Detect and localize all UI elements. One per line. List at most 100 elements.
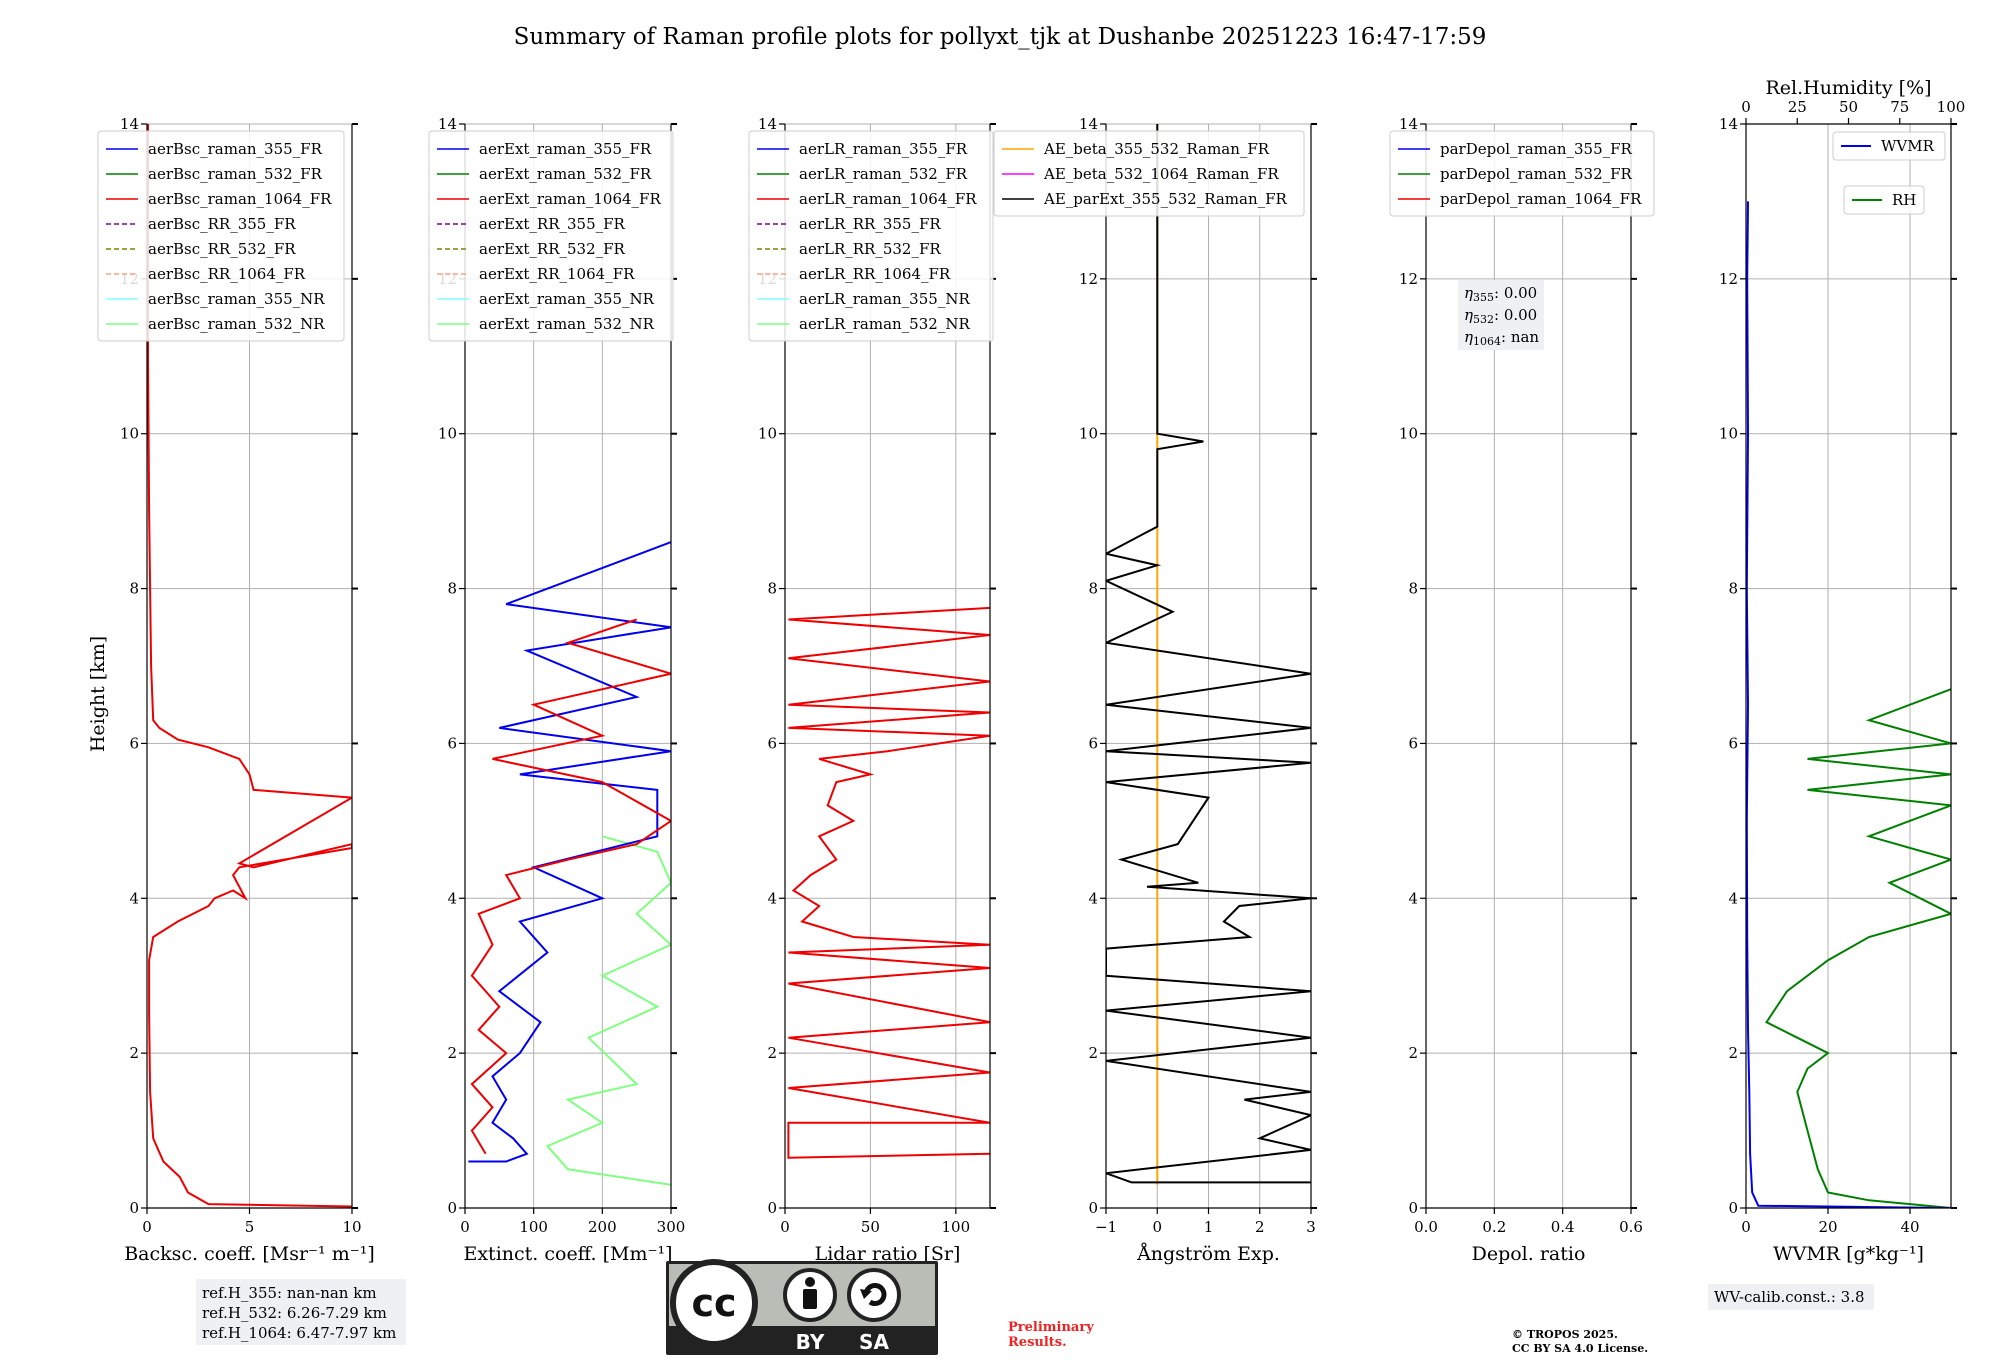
legend-label[interactable]: aerExt_RR_1064_FR (479, 265, 635, 283)
legend-label[interactable]: aerBsc_raman_532_NR (148, 315, 325, 333)
wv-calib-box: WV-calib.const.: 3.8 (1708, 1284, 1874, 1310)
y-tick-label: 2 (129, 1044, 139, 1062)
x-tick-label: 5 (245, 1218, 255, 1236)
legend-label[interactable]: parDepol_raman_532_FR (1440, 165, 1633, 183)
top-axis-label: Rel.Humidity [%] (1765, 77, 1931, 99)
panel-wv: 0 20 40 0 2 4 6 8 10 12 14 WVMR [g*kg⁻¹] 0 25 50 75 100 R… (1719, 77, 1965, 1265)
x-tick-label: 0 (460, 1218, 470, 1236)
legend-label[interactable]: aerLR_raman_355_NR (799, 290, 970, 308)
x-axis-label: Ångström Exp. (1136, 1243, 1280, 1265)
x-tick-label: 100 (942, 1218, 971, 1236)
x-tick-label: 0.4 (1551, 1218, 1575, 1236)
y-tick-label: 4 (767, 889, 777, 907)
y-tick-label: 14 (1719, 115, 1738, 133)
figure-title: Summary of Raman profile plots for polly… (514, 24, 1487, 50)
ref-height-355: ref.H_355: nan-nan km (202, 1284, 377, 1302)
y-tick-label: 4 (1408, 889, 1418, 907)
y-tick-label: 6 (1408, 734, 1418, 752)
legend-label[interactable]: aerBsc_RR_355_FR (148, 215, 296, 233)
legend-label[interactable]: aerBsc_raman_1064_FR (148, 190, 332, 208)
eta-value: 0.00 (1504, 306, 1537, 324)
top-tick-label: 75 (1890, 98, 1909, 116)
legend-box (748, 130, 994, 342)
legend-label[interactable]: aerBsc_raman_532_FR (148, 165, 323, 183)
x-tick-label: 200 (588, 1218, 617, 1236)
by-person-head (805, 1277, 815, 1287)
wv-calib-text: WV-calib.const.: 3.8 (1714, 1288, 1865, 1306)
y-tick-label: 6 (447, 734, 457, 752)
legend-label[interactable]: AE_parExt_355_532_Raman_FR (1043, 190, 1288, 208)
ref-height-532: ref.H_532: 6.26-7.29 km (202, 1304, 387, 1322)
eta-symbol: η (1464, 284, 1473, 302)
x-axis-label: Depol. ratio (1472, 1243, 1586, 1265)
y-tick-label: 12 (1079, 270, 1098, 288)
panel-ext: 010020030002468101214Extinct. coeff. [Mm… (428, 115, 685, 1265)
legend-label[interactable]: aerBsc_raman_355_NR (148, 290, 325, 308)
y-tick-label: 14 (1079, 115, 1098, 133)
x-tick-label: 40 (1900, 1218, 1919, 1236)
legend-label[interactable]: WVMR (1881, 137, 1935, 155)
legend-label[interactable]: AE_beta_532_1064_Raman_FR (1043, 165, 1279, 183)
y-tick-label: 12 (1399, 270, 1418, 288)
legend-box (428, 130, 674, 342)
x-axis-label: WVMR [g*kg⁻¹] (1773, 1243, 1924, 1265)
legend-box (1389, 130, 1655, 217)
eta-subscript: 355 (1473, 291, 1494, 304)
legend-label[interactable]: aerExt_raman_532_NR (479, 315, 655, 333)
legend-label[interactable]: aerExt_raman_355_FR (479, 140, 652, 158)
legend-label[interactable]: aerLR_raman_1064_FR (799, 190, 977, 208)
x-tick-label: 1 (1204, 1218, 1214, 1236)
legend-label[interactable]: aerBsc_raman_355_FR (148, 140, 323, 158)
panel-depol: 0.0 0.2 0.4 0.6 0 2 4 6 8 10 12 14 Depol. ratio parDe… (1389, 115, 1655, 1265)
x-tick-label: 50 (861, 1218, 880, 1236)
legend-label[interactable]: parDepol_raman_355_FR (1440, 140, 1633, 158)
legend-label[interactable]: parDepol_raman_1064_FR (1440, 190, 1642, 208)
y-tick-label: 10 (1079, 425, 1098, 443)
y-tick-label: 14 (1399, 115, 1418, 133)
y-tick-label: 10 (1399, 425, 1418, 443)
sa-arrow-head (860, 1289, 872, 1299)
legend-label[interactable]: aerExt_raman_1064_FR (479, 190, 661, 208)
legend-label[interactable]: aerLR_raman_355_FR (799, 140, 968, 158)
y-tick-label: 0 (1408, 1199, 1418, 1217)
y-tick-label: 6 (129, 734, 139, 752)
cc-text: cc (691, 1281, 736, 1325)
x-tick-label: 0 (142, 1218, 152, 1236)
x-axis-label: Extinct. coeff. [Mm⁻¹] (463, 1243, 672, 1265)
legend-label[interactable]: aerExt_RR_532_FR (479, 240, 626, 258)
ref-height-box-bg (196, 1279, 406, 1345)
x-tick-label: 0 (1741, 1218, 1751, 1236)
x-tick-label: 0.6 (1619, 1218, 1643, 1236)
y-tick-label: 10 (120, 425, 139, 443)
top-tick-label: 25 (1788, 98, 1807, 116)
eta-colon: : (1494, 284, 1504, 302)
y-tick-label: 8 (767, 580, 777, 598)
eta-532: η532: 0.00 (1464, 306, 1537, 326)
legend-label[interactable]: aerLR_RR_532_FR (799, 240, 941, 258)
y-tick-label: 0 (129, 1199, 139, 1217)
top-tick-label: 50 (1839, 98, 1858, 116)
legend-label[interactable]: AE_beta_355_532_Raman_FR (1043, 140, 1270, 158)
cc-circle-icon (670, 1259, 758, 1347)
eta-355: η355: 0.00 (1464, 284, 1537, 304)
wv-calib-box-bg (1708, 1284, 1874, 1310)
legend-label[interactable]: aerBsc_RR_1064_FR (148, 265, 306, 283)
y-tick-label: 14 (758, 115, 777, 133)
legend-label[interactable]: aerExt_raman_355_NR (479, 290, 655, 308)
y-tick-label: 4 (447, 889, 457, 907)
y-tick-label: 8 (1408, 580, 1418, 598)
legend-label[interactable]: aerLR_RR_1064_FR (799, 265, 951, 283)
legend-label[interactable]: aerLR_RR_355_FR (799, 215, 941, 233)
eta-1064: η1064: nan (1464, 328, 1539, 348)
y-tick-label: 2 (447, 1044, 457, 1062)
legend-label[interactable]: aerLR_raman_532_FR (799, 165, 968, 183)
x-tick-label: 0 (780, 1218, 790, 1236)
legend-label[interactable]: RH (1892, 191, 1916, 209)
legend-label[interactable]: aerLR_raman_532_NR (799, 315, 970, 333)
y-tick-label: 6 (1088, 734, 1098, 752)
legend-label[interactable]: aerExt_RR_355_FR (479, 215, 626, 233)
legend-label[interactable]: aerExt_raman_532_FR (479, 165, 652, 183)
legend-label[interactable]: aerBsc_RR_532_FR (148, 240, 296, 258)
x-axis-label: Backsc. coeff. [Msr⁻¹ m⁻¹] (124, 1243, 375, 1265)
y-axis-label: Height [km] (87, 636, 109, 752)
